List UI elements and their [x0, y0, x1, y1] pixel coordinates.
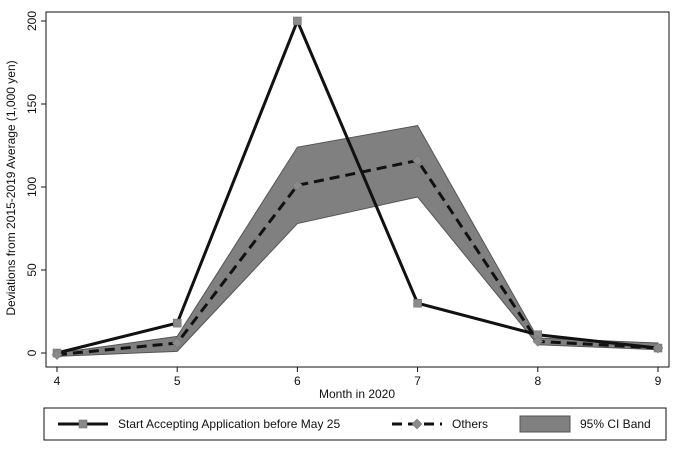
series-2-point [292, 179, 303, 191]
x-tick-label: 7 [414, 374, 421, 388]
y-tick-label: 0 [25, 349, 39, 356]
y-axis: 0 50 100 150 200 [25, 11, 46, 356]
series-2-point [532, 336, 544, 347]
legend-marker-diamond [411, 418, 423, 430]
series-marker-layer [51, 16, 664, 361]
series-2-point [171, 337, 183, 349]
x-tick-label: 9 [655, 374, 662, 388]
y-tick-label: 50 [25, 263, 39, 277]
series-1-point [172, 318, 182, 328]
legend-label-series-1: Start Accepting Application before May 2… [118, 417, 340, 431]
y-tick-label: 200 [25, 11, 39, 31]
legend-swatch-ci-band [519, 415, 571, 433]
series-2-point [652, 342, 664, 354]
y-axis-title: Deviations from 2015-2019 Average (1,000… [4, 60, 18, 315]
x-axis-title: Month in 2020 [319, 387, 395, 401]
series-2-point [412, 155, 423, 166]
series-line-layer [56, 17, 659, 357]
x-axis: 4 5 6 7 8 9 [54, 367, 662, 388]
legend-label-ci-band: 95% CI Band [580, 417, 651, 431]
legend: Start Accepting Application before May 2… [43, 407, 667, 441]
x-tick-label: 8 [534, 374, 541, 388]
series-2-point [51, 349, 63, 361]
series-line-1 [56, 17, 659, 355]
y-tick-label: 100 [25, 177, 39, 197]
series-1-point [413, 298, 422, 308]
legend-items: Start Accepting Application before May 2… [58, 415, 651, 433]
x-tick-label: 4 [54, 374, 61, 388]
x-tick-label: 6 [294, 374, 301, 388]
legend-label-series-2: Others [452, 417, 488, 431]
legend-marker-square [78, 419, 88, 429]
x-tick-label: 5 [174, 374, 181, 388]
series-1-point [293, 16, 302, 26]
y-tick-label: 150 [25, 94, 39, 114]
series-line-2 [56, 158, 659, 357]
